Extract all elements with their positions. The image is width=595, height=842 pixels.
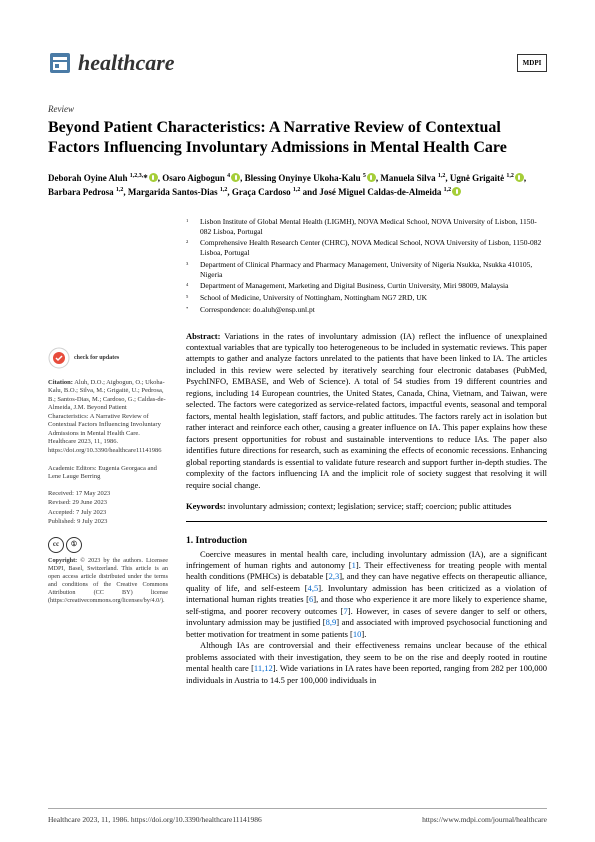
date-received: Received: 17 May 2023 [48, 490, 168, 498]
date-accepted: Accepted: 7 July 2023 [48, 509, 168, 517]
divider [186, 521, 547, 522]
keywords-text: involuntary admission; context; legislat… [228, 501, 512, 511]
affiliation-row: 2Comprehensive Health Research Center (C… [186, 238, 547, 258]
journal-logo-icon [48, 51, 72, 75]
abstract: Abstract: Variations in the rates of inv… [186, 331, 547, 492]
copyright-label: Copyright: [48, 557, 77, 564]
date-published: Published: 9 July 2023 [48, 518, 168, 526]
affiliation-row: 1Lisbon Institute of Global Mental Healt… [186, 217, 547, 237]
by-icon: ① [66, 537, 82, 553]
sidebar: check for updates Citation: Aluh, D.O.; … [48, 217, 168, 686]
abstract-label: Abstract: [186, 331, 220, 341]
main-column: 1Lisbon Institute of Global Mental Healt… [186, 217, 547, 686]
copyright-text: © 2023 by the authors. Licensee MDPI, Ba… [48, 557, 168, 604]
footer-right: https://www.mdpi.com/journal/healthcare [422, 815, 547, 824]
publisher-badge: MDPI [517, 54, 547, 72]
header: healthcare MDPI [48, 50, 547, 76]
cc-badges: cc ① [48, 537, 168, 553]
article-title: Beyond Patient Characteristics: A Narrat… [48, 118, 547, 158]
footer-left: Healthcare 2023, 11, 1986. https://doi.o… [48, 815, 262, 824]
editors-block: Academic Editors: Eugenia Georgaca and L… [48, 465, 168, 482]
affiliations: 1Lisbon Institute of Global Mental Healt… [186, 217, 547, 317]
citation-block: Citation: Aluh, D.O.; Aigbogun, O.; Ukoh… [48, 379, 168, 455]
dates-block: Received: 17 May 2023 Revised: 29 June 2… [48, 490, 168, 527]
cc-icon: cc [48, 537, 64, 553]
citation-text: Aluh, D.O.; Aigbogun, O.; Ukoha-Kalu, B.… [48, 379, 166, 454]
affiliation-row: 3Department of Clinical Pharmacy and Pha… [186, 260, 547, 280]
section-heading: 1. Introduction [186, 536, 547, 546]
keywords: Keywords: involuntary admission; context… [186, 501, 547, 512]
affiliation-row: *Correspondence: do.aluh@ensp.unl.pt [186, 305, 547, 316]
affiliation-row: 4Department of Management, Marketing and… [186, 281, 547, 292]
journal-name: healthcare [78, 50, 175, 76]
check-updates-icon [48, 347, 70, 369]
keywords-label: Keywords: [186, 501, 226, 511]
editors-label: Academic Editors: [48, 465, 97, 472]
citation-label: Citation: [48, 379, 73, 386]
footer: Healthcare 2023, 11, 1986. https://doi.o… [48, 808, 547, 824]
date-revised: Revised: 29 June 2023 [48, 499, 168, 507]
intro-paragraph-2: Although IAs are controversial and their… [186, 640, 547, 686]
journal-brand: healthcare [48, 50, 175, 76]
affiliation-row: 5School of Medicine, University of Notti… [186, 293, 547, 304]
check-updates[interactable]: check for updates [48, 347, 168, 369]
abstract-text: Variations in the rates of involuntary a… [186, 331, 547, 490]
intro-paragraph-1: Coercive measures in mental health care,… [186, 549, 547, 641]
article-type: Review [48, 104, 547, 114]
check-updates-label: check for updates [74, 355, 119, 362]
copyright-block: Copyright: © 2023 by the authors. Licens… [48, 557, 168, 605]
author-list: Deborah Oyine Aluh 1,2,3,*, Osaro Aigbog… [48, 172, 547, 199]
